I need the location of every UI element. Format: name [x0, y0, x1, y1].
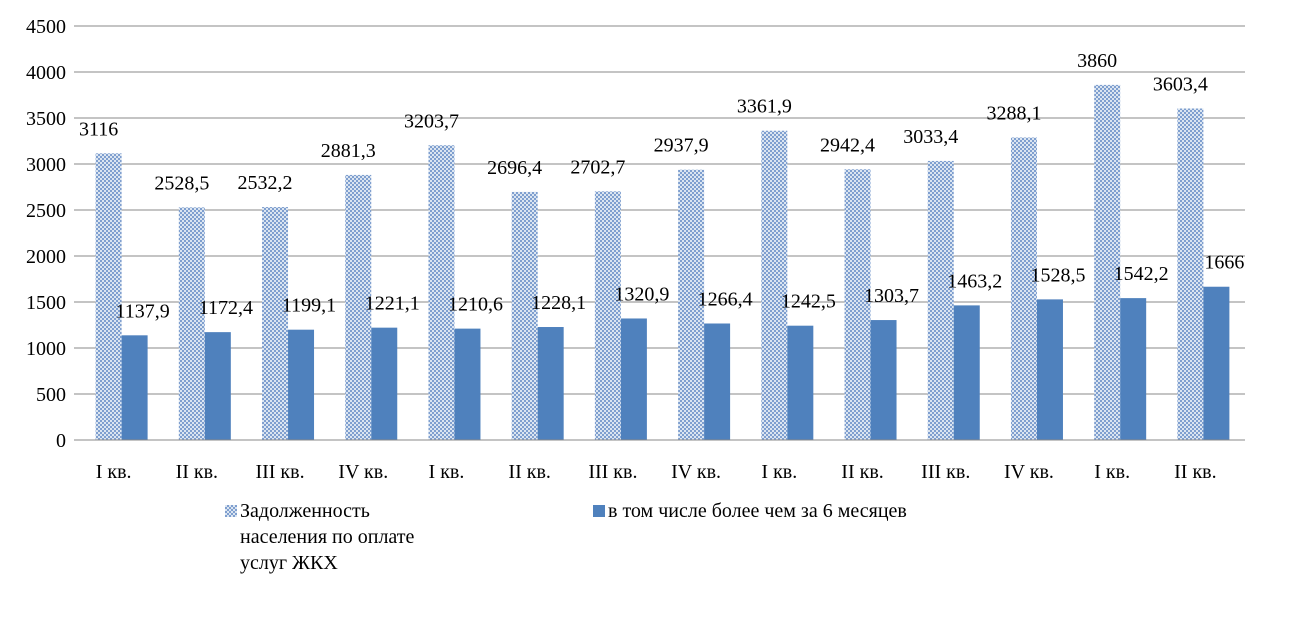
data-label: 1528,5 — [1030, 264, 1085, 286]
x-tick-label: IV кв. — [671, 461, 721, 483]
data-label: 1199,1 — [282, 295, 336, 317]
bar — [371, 327, 398, 440]
bar — [1094, 84, 1121, 440]
legend-item: в том числе более чем за 6 месяцев — [593, 498, 907, 524]
x-tick-label: I кв. — [761, 461, 797, 483]
data-label: 1242,5 — [781, 291, 836, 313]
bar — [288, 329, 315, 440]
bar — [1203, 286, 1230, 440]
data-label: 3603,4 — [1153, 73, 1208, 95]
y-tick-label: 3000 — [26, 154, 66, 176]
bar — [620, 318, 647, 440]
data-label: 1210,6 — [448, 294, 503, 316]
data-label: 2702,7 — [570, 156, 625, 178]
legend-swatch — [225, 505, 237, 517]
bar — [594, 191, 621, 440]
bar — [1036, 299, 1063, 440]
x-tick-label: I кв. — [429, 461, 465, 483]
data-label: 2942,4 — [820, 134, 875, 156]
data-label: 1266,4 — [698, 288, 753, 310]
data-label: 1303,7 — [864, 285, 919, 307]
x-tick-label: IV кв. — [1004, 461, 1054, 483]
data-label: 1172,4 — [199, 297, 253, 319]
bar — [345, 174, 372, 440]
bar — [511, 191, 538, 440]
y-tick-label: 3500 — [26, 108, 66, 130]
chart: 0 500 1000 1500 2000 2500 3000 3500 4000 4500 I кв… — [26, 16, 1245, 513]
bar — [262, 207, 289, 440]
data-label: 3288,1 — [986, 102, 1041, 124]
data-label: 2937,9 — [654, 135, 709, 157]
data-label: 2528,5 — [154, 172, 209, 194]
data-label: 3361,9 — [737, 96, 792, 118]
legend-item: Задолженность населения по оплате услуг … — [225, 498, 430, 576]
x-tick-label: II кв. — [1174, 461, 1216, 483]
data-label: 1228,1 — [531, 292, 586, 314]
bar — [454, 328, 481, 440]
bar — [204, 332, 231, 440]
bar — [678, 169, 705, 440]
y-tick-label: 1000 — [26, 338, 66, 360]
x-tick-label: III кв. — [255, 461, 304, 483]
bar — [704, 323, 731, 440]
data-label: 1221,1 — [365, 293, 420, 315]
y-tick-label: 2000 — [26, 246, 66, 268]
data-label: 1137,9 — [115, 300, 169, 322]
bar — [844, 169, 871, 440]
data-label: 3116 — [79, 118, 118, 140]
data-label: 2532,2 — [238, 172, 293, 194]
data-label: 1320,9 — [614, 283, 669, 305]
data-label: 2881,3 — [321, 140, 376, 162]
data-label: 3033,4 — [903, 126, 958, 148]
bar — [121, 335, 148, 440]
bar — [1120, 298, 1147, 440]
bar — [953, 305, 980, 440]
y-tick-label: 4000 — [26, 62, 66, 84]
x-tick-label: I кв. — [1094, 461, 1130, 483]
bar — [927, 160, 954, 441]
x-tick-label: II кв. — [841, 461, 883, 483]
bar — [537, 327, 564, 440]
bar — [761, 130, 788, 440]
data-label: 1542,2 — [1114, 263, 1169, 285]
legend-swatch — [593, 505, 605, 517]
x-tick-label: I кв. — [96, 461, 132, 483]
y-tick-label: 4500 — [26, 16, 66, 38]
data-label: 3203,7 — [404, 110, 459, 132]
bar — [428, 145, 455, 441]
bar — [178, 207, 205, 440]
bar — [1010, 137, 1037, 440]
legend-label: в том числе более чем за 6 месяцев — [608, 500, 907, 522]
y-tick-label: 1500 — [26, 292, 66, 314]
x-tick-label: IV кв. — [338, 461, 388, 483]
x-tick-label: II кв. — [508, 461, 550, 483]
data-label: 3860 — [1077, 50, 1117, 72]
x-tick-label: II кв. — [176, 461, 218, 483]
x-tick-label: III кв. — [588, 461, 637, 483]
bar — [95, 153, 122, 440]
legend-label: Задолженность населения по оплате услуг … — [240, 500, 415, 574]
data-label: 2696,4 — [487, 157, 542, 179]
y-tick-label: 500 — [36, 384, 66, 406]
bar — [870, 320, 897, 440]
x-tick-label: III кв. — [921, 461, 970, 483]
bar — [787, 325, 814, 440]
y-tick-label: 0 — [56, 430, 66, 452]
data-label: 1666 — [1204, 252, 1244, 274]
bar — [1177, 108, 1204, 441]
y-tick-label: 2500 — [26, 200, 66, 222]
data-label: 1463,2 — [947, 270, 1002, 292]
